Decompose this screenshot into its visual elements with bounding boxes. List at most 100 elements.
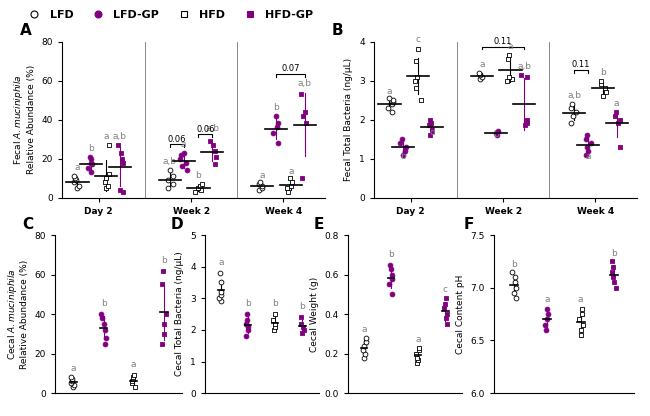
Text: a,b: a,b xyxy=(298,79,312,88)
Point xyxy=(543,311,554,317)
Point xyxy=(595,77,606,84)
Point xyxy=(296,320,307,327)
Point xyxy=(103,183,113,189)
Point xyxy=(540,327,551,333)
Text: a,b: a,b xyxy=(205,124,219,133)
Point xyxy=(161,311,171,317)
Point xyxy=(599,85,610,92)
Point xyxy=(571,109,581,115)
Point xyxy=(522,116,532,123)
Point xyxy=(607,269,618,275)
Point xyxy=(157,340,168,347)
Point xyxy=(398,151,409,158)
Point xyxy=(567,112,578,119)
Point xyxy=(269,311,280,317)
Point xyxy=(195,183,205,189)
Point xyxy=(361,339,371,345)
Text: b: b xyxy=(88,144,94,153)
Point xyxy=(615,116,625,123)
Point xyxy=(205,138,216,144)
Point xyxy=(580,136,591,142)
Point xyxy=(66,376,77,383)
Point xyxy=(164,167,175,173)
Point xyxy=(298,112,308,119)
Point xyxy=(384,95,395,102)
Point xyxy=(115,186,125,193)
Point xyxy=(267,130,278,136)
Point xyxy=(69,382,79,389)
Point xyxy=(158,267,168,274)
Point xyxy=(282,185,293,191)
Point xyxy=(210,147,220,154)
Text: a,b: a,b xyxy=(162,157,177,166)
Point xyxy=(384,281,394,288)
Point xyxy=(439,301,450,307)
Text: a,b: a,b xyxy=(567,91,581,100)
Point xyxy=(127,380,137,386)
Point xyxy=(427,128,437,135)
Point xyxy=(609,279,619,286)
Point xyxy=(608,263,619,270)
Text: 0.11: 0.11 xyxy=(572,60,590,69)
Point xyxy=(101,175,111,181)
Point xyxy=(510,279,520,286)
Point xyxy=(426,120,436,127)
Text: B: B xyxy=(332,23,343,38)
Point xyxy=(415,97,426,104)
Text: a: a xyxy=(103,132,109,141)
Point xyxy=(270,323,280,330)
Point xyxy=(68,384,78,391)
Text: a: a xyxy=(181,140,187,149)
Point xyxy=(606,258,617,265)
Point xyxy=(273,120,283,127)
Point xyxy=(580,151,591,158)
Point xyxy=(254,181,265,187)
Point xyxy=(72,185,82,191)
Text: c: c xyxy=(415,35,421,44)
Text: a: a xyxy=(508,42,514,51)
Point xyxy=(442,311,452,317)
Point xyxy=(474,72,485,78)
Point xyxy=(427,126,437,133)
Point xyxy=(387,99,398,105)
Text: a: a xyxy=(479,60,484,69)
Text: a: a xyxy=(387,87,392,96)
Point xyxy=(296,91,306,98)
Point xyxy=(254,186,264,193)
Text: a: a xyxy=(71,364,76,374)
Point xyxy=(566,104,576,111)
Point xyxy=(388,97,398,104)
Point xyxy=(575,327,586,333)
Point xyxy=(101,334,111,341)
Text: d: d xyxy=(429,128,435,137)
Point xyxy=(162,177,173,183)
Point xyxy=(126,378,136,384)
Point xyxy=(86,155,96,162)
Point xyxy=(157,281,168,288)
Point xyxy=(598,93,608,99)
Y-axis label: Cecal Total Bacteria (ng/μL): Cecal Total Bacteria (ng/μL) xyxy=(176,252,185,376)
Text: b: b xyxy=(245,299,251,308)
Point xyxy=(413,356,424,363)
Point xyxy=(361,334,371,341)
Point xyxy=(413,344,424,351)
Point xyxy=(159,330,169,337)
Point xyxy=(190,188,200,195)
Text: a: a xyxy=(415,335,421,344)
Point xyxy=(70,173,80,179)
Text: A: A xyxy=(20,23,31,38)
Point xyxy=(410,77,420,84)
Point xyxy=(504,52,514,59)
Point xyxy=(268,317,278,324)
Point xyxy=(297,330,307,337)
Text: D: D xyxy=(170,217,183,232)
Point xyxy=(413,46,424,53)
Text: 0.06: 0.06 xyxy=(196,125,214,134)
Point xyxy=(240,333,251,339)
Point xyxy=(541,305,552,312)
Point xyxy=(162,185,173,191)
Point xyxy=(70,175,80,181)
Point xyxy=(359,342,369,349)
Point xyxy=(195,186,205,193)
Point xyxy=(424,132,435,139)
